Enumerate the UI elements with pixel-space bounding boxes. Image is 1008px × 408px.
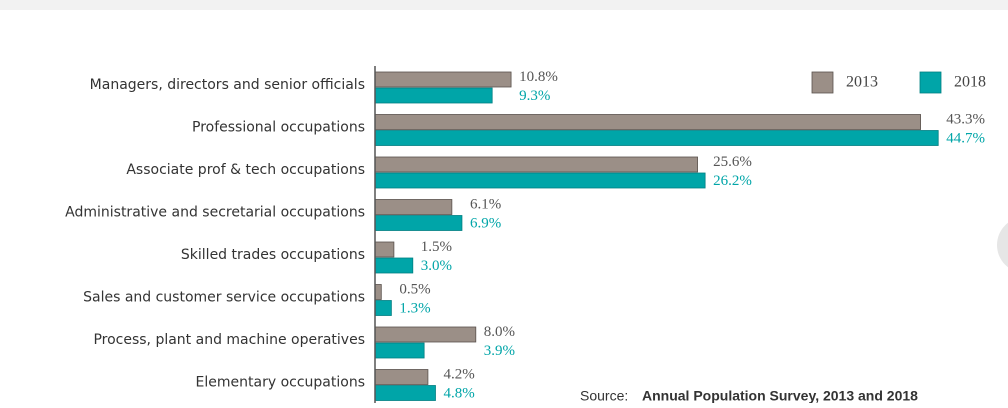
value-label: 43.3% [946,111,985,127]
value-label: 44.7% [946,130,985,146]
category-label: Administrative and secretarial occupatio… [65,205,365,221]
bar [374,257,414,274]
legend-label: 2018 [954,74,986,91]
value-label: 6.9% [470,215,501,231]
value-label: 3.0% [421,258,452,274]
value-label: 6.1% [470,196,501,212]
category-label: Process, plant and machine operatives [93,332,365,348]
value-label: 26.2% [713,173,752,189]
value-label: 25.6% [713,154,752,170]
bar [374,199,453,215]
category-label: Managers, directors and senior officials [90,77,365,93]
bar [374,342,425,359]
bar [374,385,436,401]
side-decoration [997,222,1008,268]
bar [374,241,395,258]
bar [374,326,477,343]
value-label: 9.3% [519,88,550,104]
value-label: 3.9% [484,343,515,359]
legend-swatch [811,71,834,94]
category-label: Professional occupations [192,120,365,136]
category-label: Sales and customer service occupations [83,290,365,306]
category-label: Elementary occupations [196,375,365,391]
source-prefix: Source: [580,388,628,403]
value-label: 8.0% [484,324,515,340]
bar [374,156,698,173]
bar [374,300,392,316]
bar [374,369,429,385]
legend-label: 2013 [846,74,878,91]
value-label: 10.8% [519,69,558,85]
value-label: 4.8% [443,385,474,401]
value-label: 1.5% [421,239,452,255]
bar [374,284,382,300]
legend-swatch [919,71,942,94]
category-label: Associate prof & tech occupations [126,162,365,178]
category-label: Skilled trades occupations [181,247,365,263]
bar [374,87,493,104]
bar [374,71,512,88]
bar [374,130,939,146]
bar [374,114,921,130]
bar [374,172,706,189]
top-strip [0,0,1008,10]
value-label: 4.2% [443,366,474,382]
value-label: 0.5% [399,281,430,297]
value-label: 1.3% [399,300,430,316]
bar [374,215,463,231]
source: Annual Population Survey, 2013 and 2018 [642,388,918,403]
